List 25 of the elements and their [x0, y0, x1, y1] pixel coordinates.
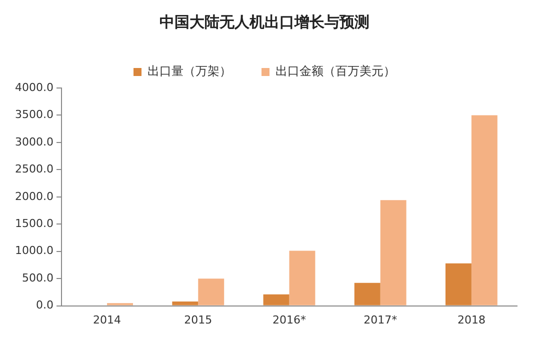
y-tick-label: 2500.0 — [14, 162, 54, 176]
bar — [172, 301, 198, 306]
y-tick-label: 3500.0 — [14, 108, 54, 122]
y-tick-label: 2000.0 — [14, 190, 54, 203]
bar — [354, 282, 380, 306]
y-tick-label: 0.0 — [36, 298, 54, 312]
y-tick-label: 500.0 — [22, 271, 54, 284]
x-tick-label: 2014 — [93, 313, 122, 326]
bar — [289, 250, 316, 306]
bar — [445, 263, 472, 306]
y-tick-label: 3000.0 — [14, 135, 54, 148]
x-tick-label: 2015 — [184, 313, 212, 326]
x-tick-label: 2016* — [272, 313, 306, 326]
y-tick-label: 1500.0 — [14, 216, 54, 230]
bar — [263, 294, 290, 306]
bar — [380, 200, 406, 306]
y-tick-label: 1000.0 — [14, 244, 54, 258]
legend-label: 出口金额（百万美元） — [276, 64, 396, 78]
y-tick-label: 4000.0 — [14, 80, 54, 94]
x-tick-label: 2017* — [364, 313, 398, 326]
chart-title: 中国大陆无人机出口增长与预测 — [160, 12, 370, 31]
legend-label: 出口量（万架） — [148, 64, 232, 78]
bar — [471, 115, 498, 306]
bar — [198, 278, 224, 306]
x-tick-label: 2018 — [457, 313, 486, 326]
